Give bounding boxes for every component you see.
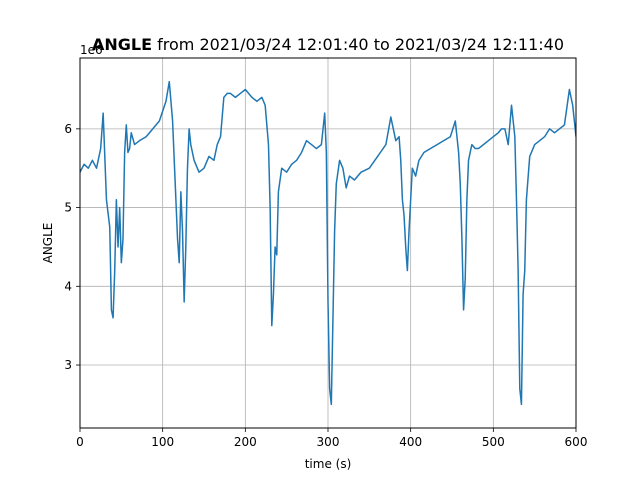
- y-tick-label: 4: [64, 279, 72, 293]
- x-axis-label: time (s): [305, 457, 352, 471]
- y-tick-label: 5: [64, 201, 72, 215]
- x-tick-label: 300: [317, 435, 340, 449]
- x-tick-label: 0: [76, 435, 84, 449]
- chart-title-bold: ANGLE: [92, 35, 152, 54]
- chart-title: ANGLE from 2021/03/24 12:01:40 to 2021/0…: [92, 35, 564, 54]
- offset-label: 1e6: [80, 43, 103, 57]
- x-tick-label: 600: [565, 435, 588, 449]
- y-axis-label: ANGLE: [41, 223, 55, 264]
- plot-area: [80, 80, 576, 406]
- x-tick-label: 100: [151, 435, 174, 449]
- series-line-angle: [80, 80, 576, 406]
- chart-title-rest: from 2021/03/24 12:01:40 to 2021/03/24 1…: [152, 35, 564, 54]
- y-tick-label: 6: [64, 122, 72, 136]
- axis-ticks: 0 100 200 300 400 500 600 3 4 5 6: [64, 122, 587, 449]
- x-tick-label: 400: [399, 435, 422, 449]
- x-tick-label: 200: [234, 435, 257, 449]
- x-tick-label: 500: [482, 435, 505, 449]
- y-tick-label: 3: [64, 358, 72, 372]
